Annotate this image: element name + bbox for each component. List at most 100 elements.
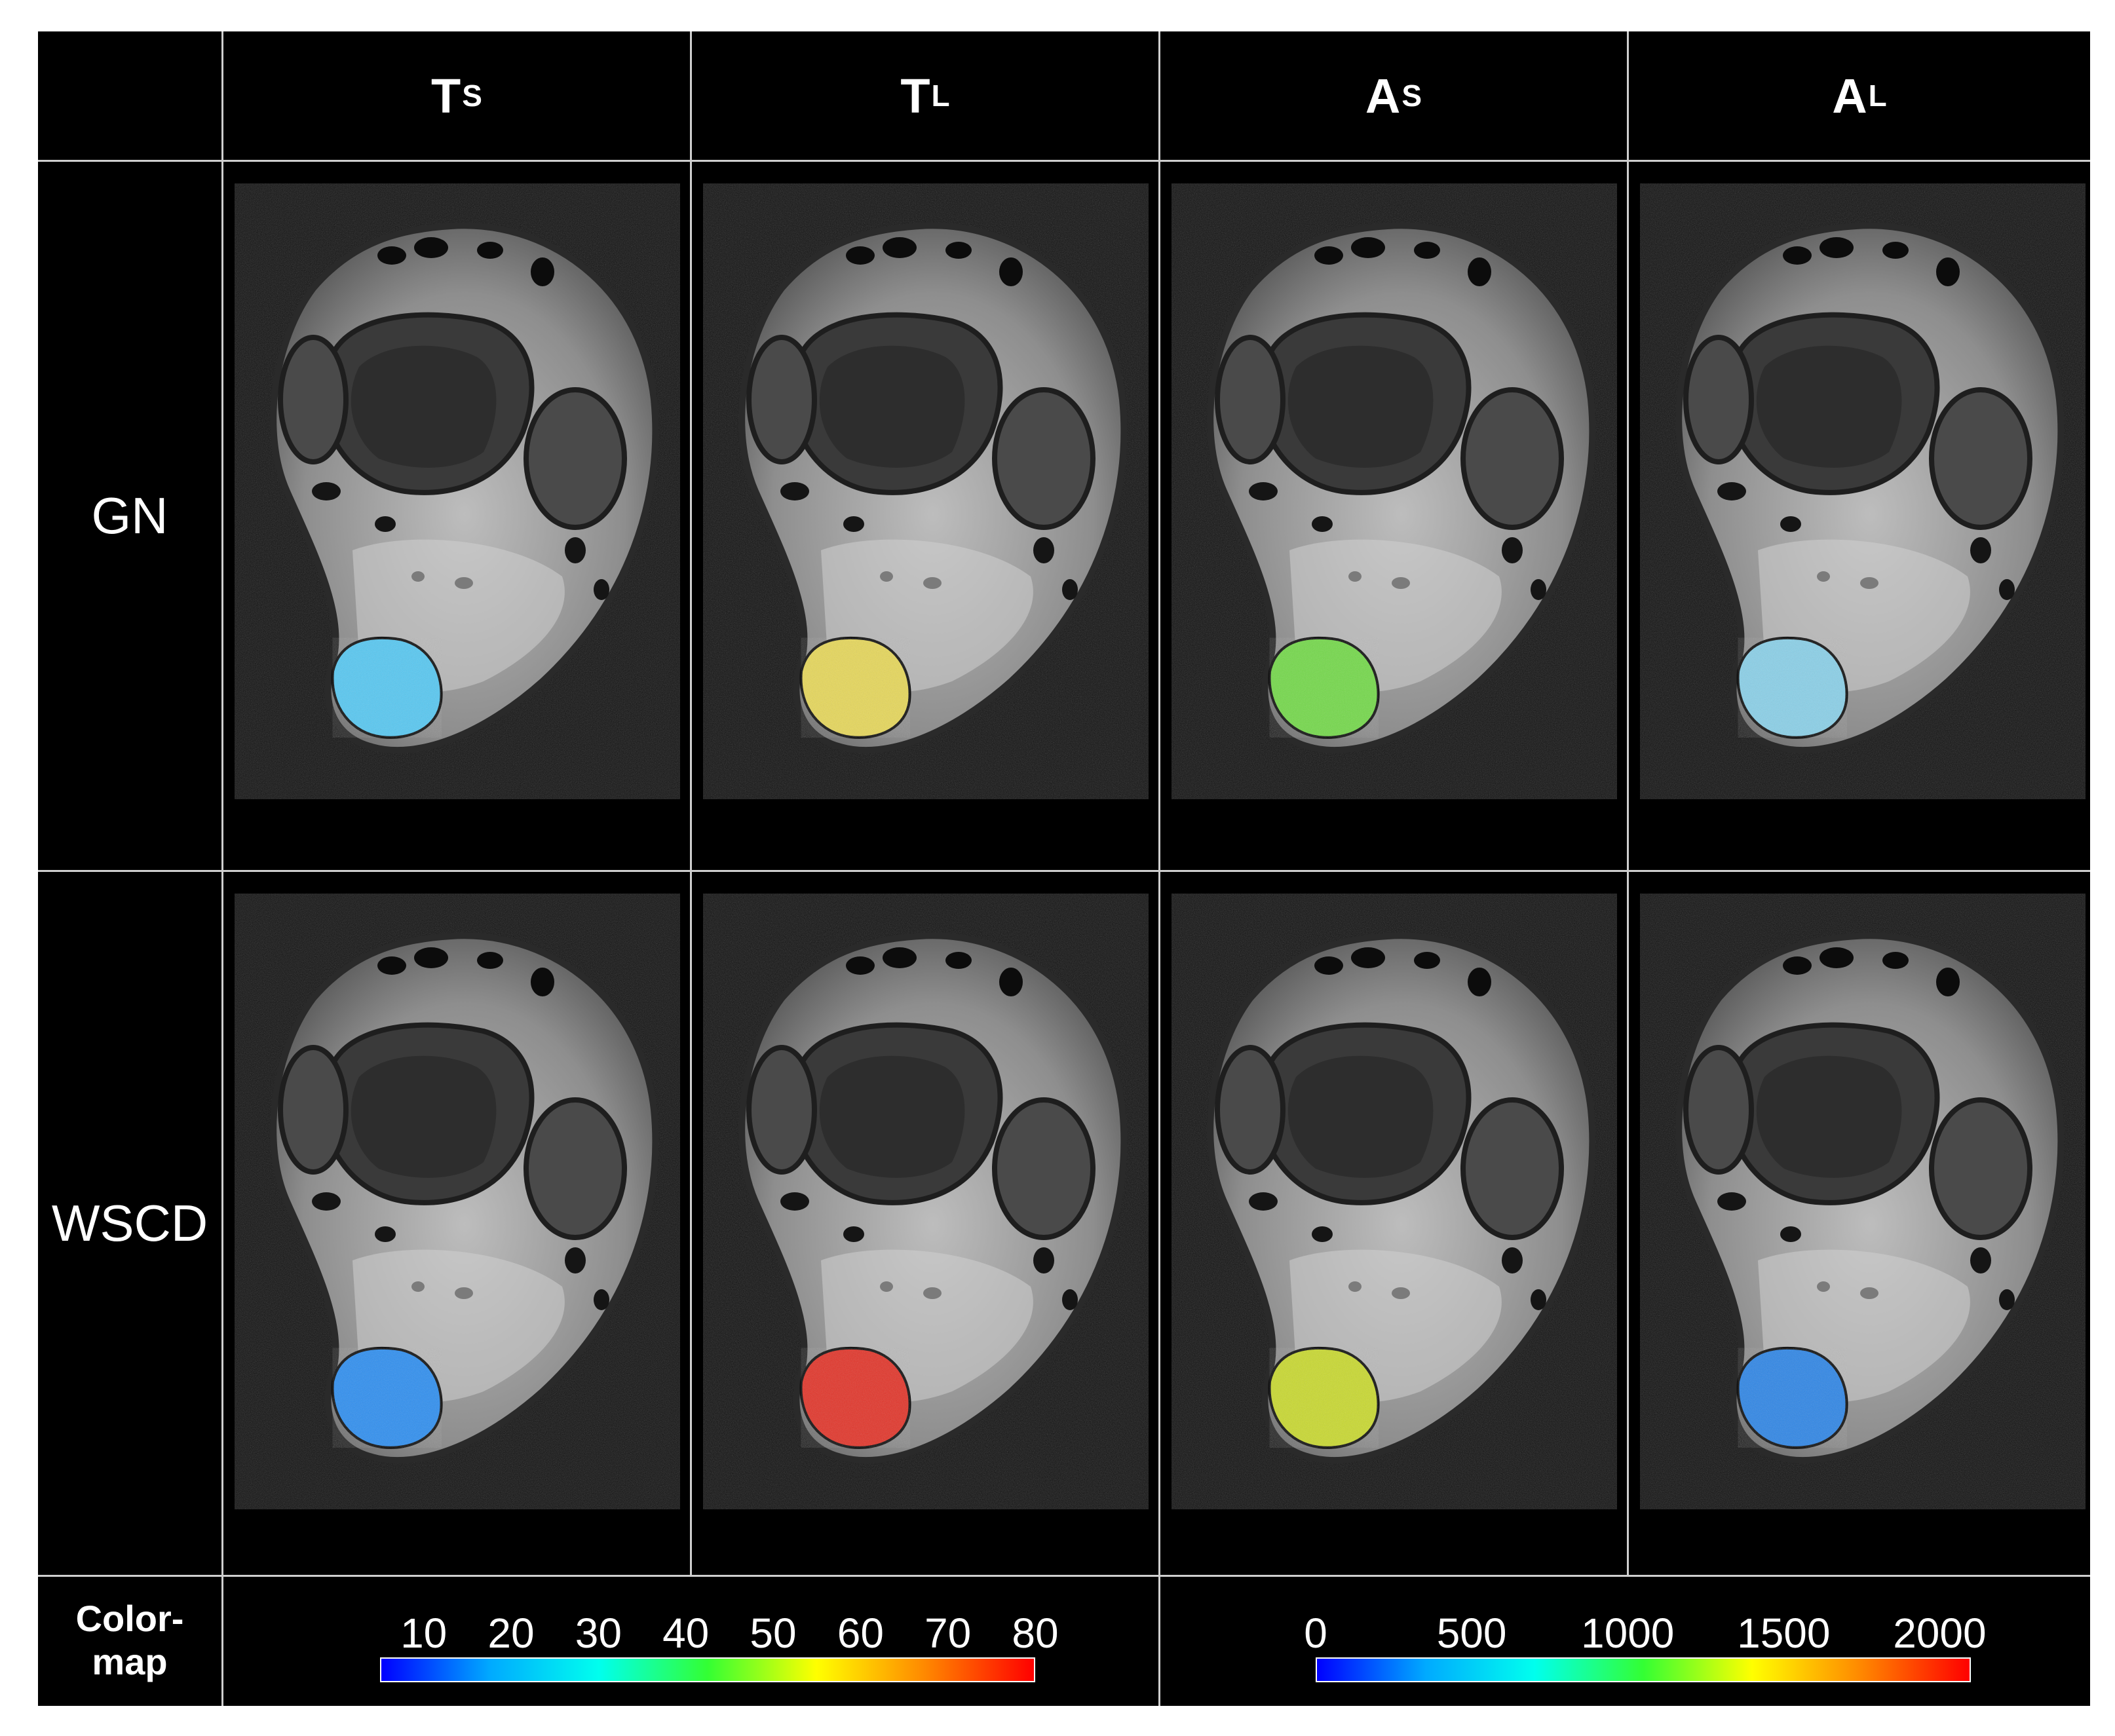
vessel: [1062, 579, 1078, 600]
colormap-label: Color- map: [38, 1575, 221, 1706]
vessel: [780, 1192, 809, 1211]
tendon: [414, 237, 448, 258]
tendon: [477, 952, 503, 969]
mri-image: [1640, 894, 2086, 1509]
tendon: [1314, 246, 1343, 265]
colorbar-tick-label: 500: [1437, 1609, 1507, 1657]
tendon: [1820, 237, 1854, 258]
vessel: [594, 1289, 609, 1310]
colorbar-tick-label: 80: [1012, 1609, 1058, 1657]
tendon: [1414, 952, 1440, 969]
talus-inner: [1757, 346, 1902, 468]
column-header-main: T: [900, 68, 930, 124]
mri-image: [235, 894, 680, 1509]
vessel: [843, 1226, 864, 1242]
medial-bone: [280, 1047, 346, 1172]
colorbar-a: 0 500 1000 1500 2000: [1316, 1609, 1971, 1688]
tendon: [531, 968, 554, 996]
talus-inner: [351, 1056, 497, 1178]
vessel: [1970, 1247, 1991, 1274]
grid-line: [38, 1575, 2090, 1577]
colorbar-tick-label: 60: [837, 1609, 884, 1657]
talus-inner: [1288, 346, 1434, 468]
vessel: [1502, 1247, 1523, 1274]
tendon: [846, 246, 875, 265]
tendon: [1314, 956, 1343, 975]
colorbar-tick-label: 40: [662, 1609, 709, 1657]
column-header-sub: S: [462, 78, 482, 113]
vessel: [1249, 1192, 1278, 1211]
vessel: [1312, 516, 1333, 532]
vessel: [375, 516, 396, 532]
mri-cell: [703, 894, 1149, 1509]
fibula-bone: [1932, 1100, 2030, 1237]
medial-bone: [1217, 337, 1283, 462]
vessel: [780, 482, 809, 500]
mri-image: [703, 183, 1149, 799]
vessel: [1780, 516, 1801, 532]
colorbar-gradient: [1316, 1657, 1971, 1682]
colormap-label-line1: Color-: [38, 1597, 221, 1640]
fibula-bone: [1463, 390, 1561, 527]
mri-cell: [235, 183, 680, 799]
colorbar-tick-label: 2000: [1893, 1609, 1986, 1657]
medial-bone: [1686, 337, 1751, 462]
grid-line: [38, 160, 2090, 162]
tendon: [1936, 257, 1960, 286]
grid-line: [1158, 31, 1160, 1706]
medial-bone: [1686, 1047, 1751, 1172]
colorbar-t: 10 20 30 40 50 60 70 80: [380, 1609, 1035, 1688]
tendon: [531, 257, 554, 286]
mri-image: [235, 183, 680, 799]
tendon: [883, 237, 917, 258]
vessel: [594, 579, 609, 600]
vessel: [1999, 579, 2015, 600]
mri-image: [1640, 183, 2086, 799]
vessel: [843, 516, 864, 532]
tendon: [1783, 246, 1812, 265]
colorbar-gradient: [380, 1657, 1035, 1682]
mri-cell: [1172, 894, 1617, 1509]
vessel: [1970, 537, 1991, 563]
mri-cell: [703, 183, 1149, 799]
tendon: [883, 947, 917, 968]
tendon: [377, 246, 406, 265]
grid-line: [1627, 31, 1629, 1575]
tendon: [945, 952, 972, 969]
talus-inner: [1288, 1056, 1434, 1178]
vessel: [1717, 482, 1746, 500]
vessel: [1033, 1247, 1054, 1274]
colorbar-tick-label: 30: [575, 1609, 622, 1657]
column-header-sub: L: [1869, 78, 1887, 113]
colorbar-tick-label: 1500: [1737, 1609, 1830, 1657]
vessel: [375, 1226, 396, 1242]
talus-inner: [1757, 1056, 1902, 1178]
tendon: [414, 947, 448, 968]
medial-bone: [749, 1047, 814, 1172]
tendon: [1468, 257, 1491, 286]
fibula-bone: [995, 390, 1093, 527]
column-header-main: T: [431, 68, 461, 124]
mri-cell: [1172, 183, 1617, 799]
tendon: [1351, 947, 1385, 968]
tendon: [1351, 237, 1385, 258]
colormap-label-line2: map: [38, 1640, 221, 1684]
vessel: [1717, 1192, 1746, 1211]
grid-line: [38, 870, 2090, 872]
tendon: [1882, 952, 1909, 969]
mri-cell: [1640, 183, 2086, 799]
column-header-sub: L: [932, 78, 950, 113]
fibula-bone: [995, 1100, 1093, 1237]
tendon: [999, 257, 1023, 286]
tendon: [477, 242, 503, 259]
vessel: [312, 1192, 341, 1211]
tendon: [1882, 242, 1909, 259]
tendon: [1936, 968, 1960, 996]
tendon: [846, 956, 875, 975]
vessel: [1531, 579, 1546, 600]
vessel: [1780, 1226, 1801, 1242]
vessel: [1531, 1289, 1546, 1310]
